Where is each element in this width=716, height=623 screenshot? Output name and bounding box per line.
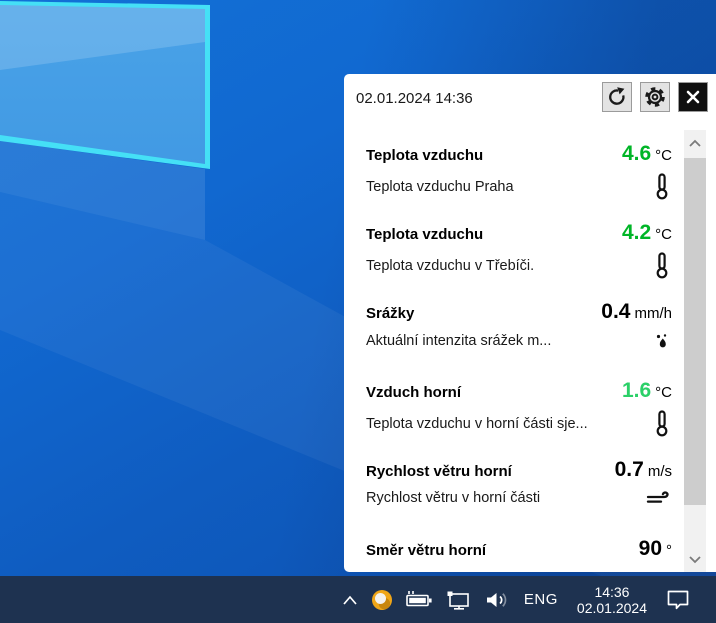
sensor-unit: °C [655, 226, 672, 243]
sensor-list: Teplota vzduchu 4.6 °C Teplota vzduchu Pr… [344, 130, 672, 572]
sensor-value: 4.2 [621, 221, 652, 244]
sensor-row-smer-vetru[interactable]: Směr větru horní 90 ° [366, 525, 672, 572]
taskbar-clock[interactable]: 14:36 02.01.2024 [571, 584, 653, 616]
thermometer-icon [644, 173, 672, 200]
sensor-value: 1.6 [621, 379, 652, 402]
sensor-value: 0.4 [601, 300, 631, 323]
sensor-title: Teplota vzduchu [366, 147, 484, 164]
taskbar-date: 02.01.2024 [576, 599, 647, 616]
chevron-down-icon [689, 555, 701, 563]
sensor-subtitle: Teplota vzduchu v Třebíči. [366, 257, 535, 274]
close-icon [686, 90, 700, 104]
panel-header: 02.01.2024 14:36 [344, 74, 716, 130]
sensor-subtitle: Rychlost větru v horní části [366, 490, 541, 506]
sensor-value: 4.6 [621, 142, 652, 165]
taskbar-time: 14:36 [594, 583, 630, 600]
language-indicator[interactable]: ENG [523, 591, 558, 608]
app-tray-dot-icon[interactable] [371, 589, 392, 610]
sensor-title: Vzduch horní [366, 384, 461, 401]
sensor-unit: mm/h [634, 305, 673, 322]
thermometer-icon [644, 410, 672, 437]
scroll-up-arrow[interactable] [684, 130, 706, 156]
system-tray: ENG 14:36 02.01.2024 [341, 576, 690, 623]
settings-button[interactable] [640, 82, 670, 112]
thermometer-icon [644, 252, 672, 279]
gear-icon [645, 87, 665, 107]
refresh-icon [609, 87, 625, 105]
scroll-down-arrow[interactable] [684, 546, 706, 572]
sensor-unit: ° [666, 542, 672, 559]
hidden-icons-chevron-icon[interactable] [341, 594, 359, 606]
sensor-row-teplota-trebic[interactable]: Teplota vzduchu 4.2 °C Teplota vzduchu v … [366, 209, 672, 288]
chevron-up-icon [689, 139, 701, 147]
sensor-subtitle: Teplota vzduchu v horní části sje... [366, 415, 588, 432]
sensor-title: Teplota vzduchu [366, 226, 484, 243]
sensor-subtitle: Teplota vzduchu Praha [366, 178, 514, 195]
sensor-title: Rychlost větru horní [366, 463, 512, 480]
action-center-icon[interactable] [666, 589, 690, 611]
sensor-unit: °C [655, 147, 672, 164]
sensor-row-srazky[interactable]: Srážky 0.4 mm/h Aktuální intenzita srážek… [366, 288, 672, 367]
taskbar: ENG 14:36 02.01.2024 [0, 576, 716, 623]
panel-timestamp: 02.01.2024 14:36 [356, 90, 473, 107]
sensor-subtitle: Aktuální intenzita srážek m... [366, 333, 552, 349]
sensor-title: Srážky [366, 305, 415, 322]
header-buttons [602, 82, 708, 112]
sensor-row-teplota-praha[interactable]: Teplota vzduchu 4.6 °C Teplota vzduchu Pr… [366, 130, 672, 209]
weather-widget-panel: 02.01.2024 14:36 [344, 74, 716, 572]
scrollbar[interactable] [684, 130, 706, 572]
sensor-title: Směr větru horní [366, 542, 487, 559]
scroll-thumb[interactable] [684, 158, 706, 505]
network-ethernet-icon[interactable] [446, 590, 472, 610]
sensor-value: 0.7 [614, 458, 644, 481]
refresh-button[interactable] [602, 82, 632, 112]
volume-icon[interactable] [485, 590, 511, 610]
close-button[interactable] [678, 82, 708, 112]
sensor-value: 90 [638, 537, 662, 560]
sensor-unit: °C [655, 384, 672, 401]
raindrops-icon [644, 331, 672, 351]
wind-icon [644, 489, 672, 507]
sensor-row-rychlost-vetru[interactable]: Rychlost větru horní 0.7 m/s Rychlost vět… [366, 446, 672, 525]
battery-charging-icon[interactable] [405, 590, 433, 610]
sensor-row-vzduch-horni[interactable]: Vzduch horní 1.6 °C Teplota vzduchu v hor… [366, 367, 672, 446]
sensor-unit: m/s [647, 463, 672, 480]
